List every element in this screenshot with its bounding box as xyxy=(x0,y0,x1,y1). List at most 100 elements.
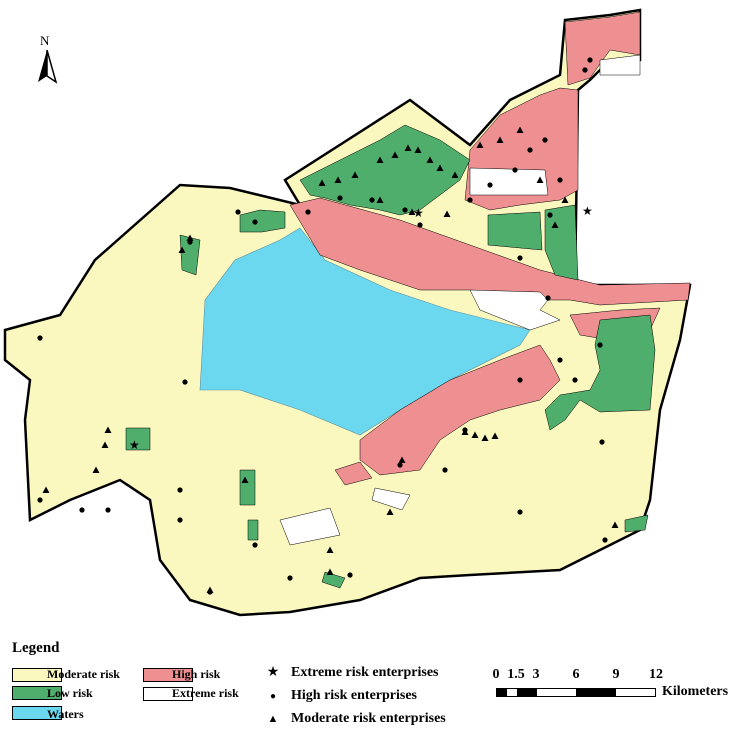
low-risk-north xyxy=(299,124,471,216)
high-enterprise-marker xyxy=(417,222,423,228)
high-enterprise-marker xyxy=(37,497,43,503)
legend-label-low: Low risk xyxy=(47,686,93,700)
high-enterprise-marker xyxy=(397,462,403,468)
north-arrow-icon xyxy=(38,50,58,84)
high-risk-patch xyxy=(334,461,373,486)
high-enterprise-marker xyxy=(235,209,241,215)
scale-tick: 0 xyxy=(492,667,500,682)
high-risk-north-strip xyxy=(564,11,641,86)
north-label: N xyxy=(40,33,50,48)
high-enterprise-marker xyxy=(517,377,523,383)
extreme-risk-3 xyxy=(599,54,641,76)
legend-label-waters: Waters xyxy=(47,707,84,721)
high-enterprise-marker xyxy=(182,379,188,385)
high-enterprise-marker xyxy=(602,537,608,543)
moderate-enterprise-marker xyxy=(414,146,422,153)
moderate-enterprise-marker xyxy=(186,234,194,241)
low-risk-south-1 xyxy=(321,571,346,589)
scale-tick: 9 xyxy=(612,667,620,682)
high-enterprise-marker xyxy=(597,342,603,348)
moderate-enterprise-marker xyxy=(476,141,484,148)
high-enterprise-marker xyxy=(347,572,353,578)
moderate-enterprise-marker xyxy=(101,441,109,448)
star-icon: ★ xyxy=(266,665,280,680)
low-risk-southeast xyxy=(624,514,649,533)
extreme-risk-2 xyxy=(469,289,561,331)
high-enterprise-marker xyxy=(287,575,293,581)
moderate-enterprise-marker xyxy=(561,196,569,203)
moderate-enterprise-marker xyxy=(398,456,406,463)
moderate-enterprise-marker xyxy=(92,466,100,473)
triangle-icon: ▲ xyxy=(267,713,279,725)
low-risk-east xyxy=(544,314,656,431)
legend-swatch-extreme xyxy=(143,687,193,701)
moderate-enterprise-marker xyxy=(426,156,434,163)
moderate-enterprise-marker xyxy=(551,221,559,228)
high-risk-corridor xyxy=(289,197,691,306)
moderate-enterprise-marker xyxy=(611,521,619,528)
moderate-enterprise-marker xyxy=(334,176,342,183)
moderate-enterprise-marker xyxy=(496,136,504,143)
moderate-enterprise-marker xyxy=(206,586,214,593)
low-risk-west-3 xyxy=(125,427,151,451)
extreme-enterprise-marker: ★ xyxy=(129,438,140,452)
high-enterprise-marker xyxy=(79,507,85,513)
waters-area xyxy=(199,227,531,436)
moderate-enterprise-marker xyxy=(241,476,249,483)
scale-tick: 6 xyxy=(572,667,580,682)
legend-label-high-enterprises: High risk enterprises xyxy=(291,688,417,703)
moderate-enterprise-marker xyxy=(376,156,384,163)
legend-label-moderate-enterprises: Moderate risk enterprises xyxy=(291,711,446,726)
scale-bar xyxy=(496,688,656,697)
high-enterprise-marker xyxy=(105,507,111,513)
high-enterprise-marker xyxy=(402,207,408,213)
extreme-risk-5 xyxy=(371,487,411,511)
scale-tick: 12 xyxy=(649,667,663,682)
scale-unit: Kilometers xyxy=(662,684,729,699)
moderate-enterprise-marker xyxy=(408,208,416,215)
high-enterprise-marker xyxy=(527,147,533,153)
moderate-enterprise-marker xyxy=(178,246,186,253)
legend-label-extreme-enterprises: Extreme risk enterprises xyxy=(291,665,439,680)
high-enterprise-marker xyxy=(305,209,311,215)
low-risk-east-strip xyxy=(544,204,579,281)
legend-swatch-high xyxy=(143,668,193,682)
high-enterprise-marker xyxy=(572,377,578,383)
high-enterprise-marker xyxy=(582,67,588,73)
moderate-enterprise-marker xyxy=(326,546,334,553)
high-enterprise-marker xyxy=(512,167,518,173)
dot-icon: ● xyxy=(269,691,277,702)
high-enterprise-marker xyxy=(557,357,563,363)
high-enterprise-marker xyxy=(369,197,375,203)
high-enterprise-marker xyxy=(442,467,448,473)
moderate-enterprise-marker xyxy=(386,508,394,515)
moderate-enterprise-marker xyxy=(481,434,489,441)
extreme-enterprise-marker: ★ xyxy=(413,206,424,220)
low-risk-west-4 xyxy=(239,469,256,506)
moderate-enterprise-marker xyxy=(516,126,524,133)
high-enterprise-marker xyxy=(252,219,258,225)
legend-label-moderate: Moderate risk xyxy=(47,667,120,681)
extreme-risk-4 xyxy=(279,507,341,546)
moderate-enterprise-marker xyxy=(42,486,50,493)
high-enterprise-marker xyxy=(517,509,523,515)
low-risk-east-strip-2 xyxy=(487,211,543,251)
high-enterprise-marker xyxy=(37,335,43,341)
legend-label-high: High risk xyxy=(172,667,221,681)
moderate-enterprise-marker xyxy=(376,196,384,203)
moderate-enterprise-marker xyxy=(351,171,359,178)
moderate-enterprise-marker xyxy=(451,171,459,178)
high-enterprise-marker xyxy=(517,255,523,261)
high-enterprise-marker xyxy=(337,195,343,201)
high-enterprise-marker xyxy=(177,517,183,523)
moderate-enterprise-marker xyxy=(391,151,399,158)
moderate-enterprise-marker xyxy=(491,432,499,439)
high-enterprise-marker xyxy=(599,439,605,445)
low-risk-west-2 xyxy=(179,234,201,276)
high-enterprise-marker xyxy=(557,177,563,183)
moderate-enterprise-marker xyxy=(104,426,112,433)
high-enterprise-marker xyxy=(587,57,593,63)
moderate-enterprise-marker xyxy=(318,179,326,186)
scale-tick: 3 xyxy=(532,667,540,682)
moderate-enterprise-marker xyxy=(443,210,451,217)
